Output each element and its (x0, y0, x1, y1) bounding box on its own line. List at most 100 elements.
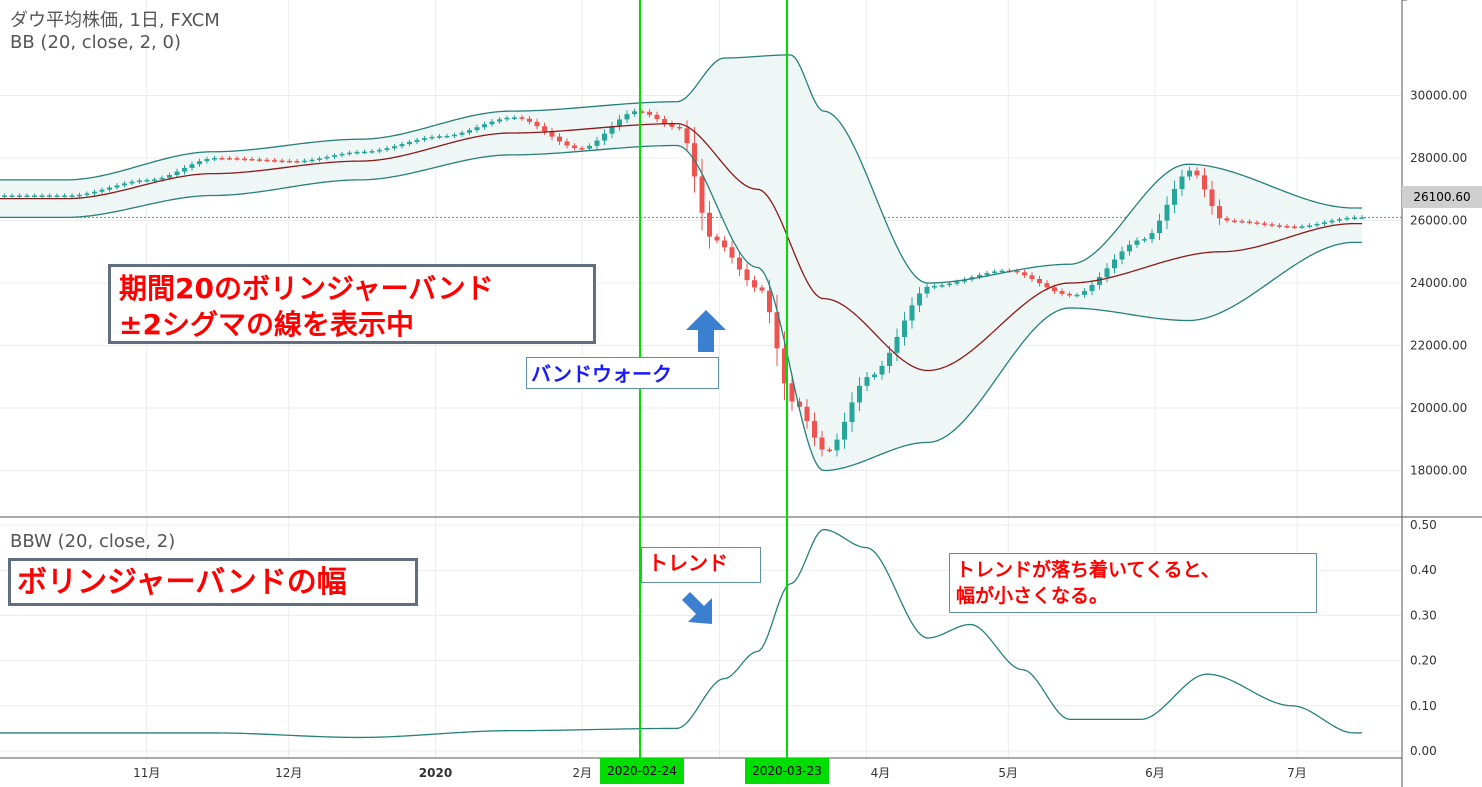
candle (182, 167, 187, 172)
candle (684, 128, 690, 144)
bbw-line (0, 528, 1362, 739)
candle (542, 126, 547, 132)
trend-label: トレンド (641, 547, 761, 583)
candle (1029, 275, 1035, 280)
candle (332, 155, 337, 157)
candle (152, 179, 157, 181)
bollinger-basis-line (0, 122, 1362, 372)
bbw-tick-label: 0.30 (1410, 608, 1437, 622)
price-axis[interactable]: 18000.00 20000.00 22000.00 24000.00 26000.00… (133, 0, 1467, 780)
candle (1292, 226, 1297, 229)
candle (902, 320, 907, 337)
candle (114, 185, 120, 188)
candle (879, 365, 885, 375)
candle (242, 158, 247, 161)
candle (54, 195, 60, 197)
band-width-callout: ボリンジャーバンドの幅 (8, 558, 418, 606)
candle (812, 420, 817, 438)
candle (864, 377, 870, 386)
candle (602, 133, 607, 141)
candle (167, 174, 172, 178)
candle (1194, 170, 1200, 176)
candle (1059, 291, 1065, 294)
candle (504, 117, 510, 120)
bbw-line-group (0, 528, 1362, 739)
candle (497, 119, 502, 122)
candle (887, 352, 892, 366)
candle (407, 141, 412, 145)
candle (557, 136, 562, 142)
candle (1209, 189, 1215, 207)
bb-legend: BB (20, close, 2, 0) (10, 32, 181, 53)
bollinger-callout-line2: ±2シグマの線を表示中 (119, 308, 414, 341)
candle (774, 312, 780, 349)
candle (354, 151, 360, 154)
candle (617, 119, 622, 127)
candle (819, 437, 825, 450)
candle (1262, 223, 1267, 225)
candle (714, 236, 720, 241)
bbw-legend: BBW (20, close, 2) (10, 531, 176, 552)
candle (482, 124, 487, 128)
candle (302, 160, 307, 163)
arrows (682, 310, 726, 624)
time-tick-label: 6月 (1145, 766, 1165, 780)
candle (174, 171, 180, 175)
candle (654, 114, 660, 120)
candle (564, 141, 570, 146)
candle (249, 158, 255, 161)
candle (459, 132, 465, 135)
candle (287, 160, 292, 163)
candle (159, 177, 165, 180)
candle (1269, 224, 1275, 226)
time-tick-label: 5月 (998, 766, 1018, 780)
candle (534, 121, 540, 127)
time-tick-label: 11月 (133, 766, 160, 780)
candle (767, 290, 772, 313)
time-tick-label: 2020 (419, 766, 452, 780)
candle (1329, 220, 1335, 223)
candle (1112, 259, 1117, 269)
price-tick-label: 18000.00 (1410, 464, 1467, 478)
candle (347, 152, 352, 155)
candle (294, 161, 300, 163)
candle (594, 140, 600, 146)
candle (1014, 270, 1020, 273)
candle (782, 348, 787, 384)
candle (977, 274, 982, 278)
candle (1254, 222, 1260, 224)
candle (999, 270, 1005, 273)
price-tick-label: 20000.00 (1410, 401, 1467, 415)
candle (24, 195, 30, 197)
candle (984, 272, 990, 275)
bbw-tick-label: 0.40 (1410, 563, 1437, 577)
candle (17, 195, 22, 197)
candle (677, 126, 682, 129)
candle (639, 111, 645, 113)
date-marker-label-1: 2020-02-24 (600, 758, 684, 784)
candle (32, 195, 37, 197)
candle (1097, 277, 1102, 285)
candle (857, 385, 862, 403)
candle (137, 180, 142, 183)
price-tick-label: 26000.00 (1410, 214, 1467, 228)
candle (932, 285, 937, 288)
candle (737, 257, 742, 270)
candle (992, 271, 997, 273)
bollinger-band-lines (0, 54, 1362, 472)
candle (1082, 291, 1087, 295)
candle (804, 406, 810, 421)
candle (519, 117, 525, 119)
candle (572, 145, 577, 149)
candle (962, 279, 967, 282)
candle (1104, 268, 1110, 278)
candle (947, 283, 952, 286)
candle (437, 136, 442, 138)
candle (257, 159, 262, 161)
candle (842, 421, 847, 440)
candle (264, 159, 270, 162)
time-tick-label: 12月 (275, 766, 302, 780)
candle (894, 336, 900, 353)
bbw-tick-label: 0.50 (1410, 518, 1437, 532)
